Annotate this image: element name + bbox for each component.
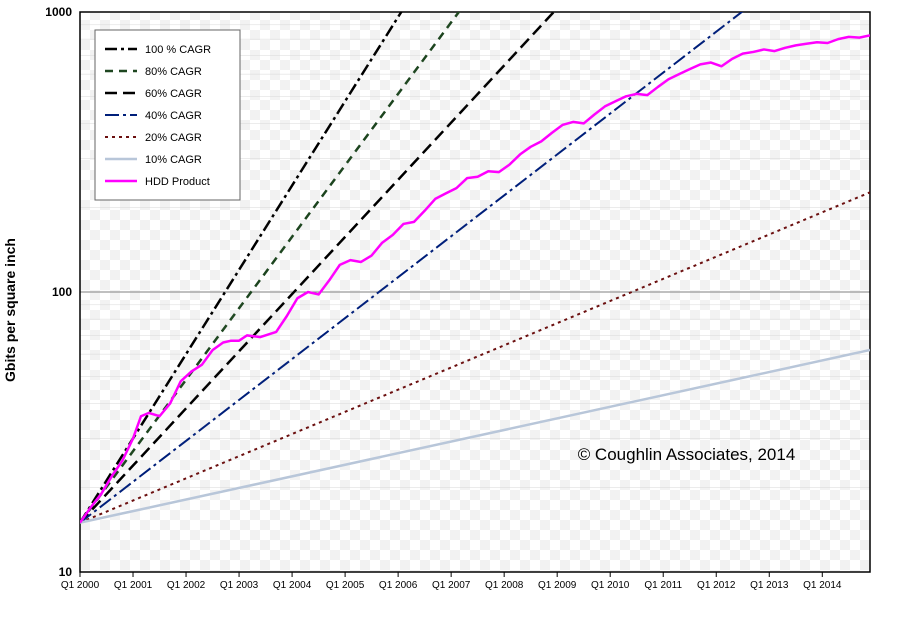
svg-text:Q1 2010: Q1 2010 [591,580,630,591]
svg-text:Q1 2000: Q1 2000 [61,580,100,591]
legend-label: HDD Product [145,176,210,188]
y-axis-label: Gbits per square inch [2,238,18,382]
legend-label: 10% CAGR [145,154,202,166]
svg-text:Q1 2013: Q1 2013 [750,580,789,591]
svg-text:Q1 2002: Q1 2002 [167,580,206,591]
svg-text:Q1 2008: Q1 2008 [485,580,524,591]
svg-text:Q1 2014: Q1 2014 [803,580,842,591]
svg-text:Q1 2007: Q1 2007 [432,580,471,591]
legend-label: 80% CAGR [145,66,202,78]
chart-container: Gbits per square inch 10 100 1000 Q1 2000 Q1… [0,0,900,620]
svg-text:1000: 1000 [45,5,72,19]
legend-label: 60% CAGR [145,88,202,100]
copyright-text: © Coughlin Associates, 2014 [578,445,796,464]
chart-svg: 10 100 1000 Q1 2000 Q1 2001 Q1 2002 Q1 2003 Q1 … [0,0,900,620]
svg-text:Q1 2006: Q1 2006 [379,580,418,591]
legend-label: 40% CAGR [145,110,202,122]
svg-text:Q1 2005: Q1 2005 [326,580,365,591]
legend-label: 20% CAGR [145,132,202,144]
svg-text:Q1 2009: Q1 2009 [538,580,577,591]
svg-text:Q1 2011: Q1 2011 [644,580,682,591]
legend-label: 100 % CAGR [145,44,211,56]
svg-text:Q1 2001: Q1 2001 [114,580,153,591]
svg-text:Q1 2004: Q1 2004 [273,580,312,591]
svg-text:100: 100 [52,285,72,299]
svg-text:Q1 2012: Q1 2012 [697,580,736,591]
svg-text:Q1 2003: Q1 2003 [220,580,259,591]
svg-text:10: 10 [59,565,73,579]
